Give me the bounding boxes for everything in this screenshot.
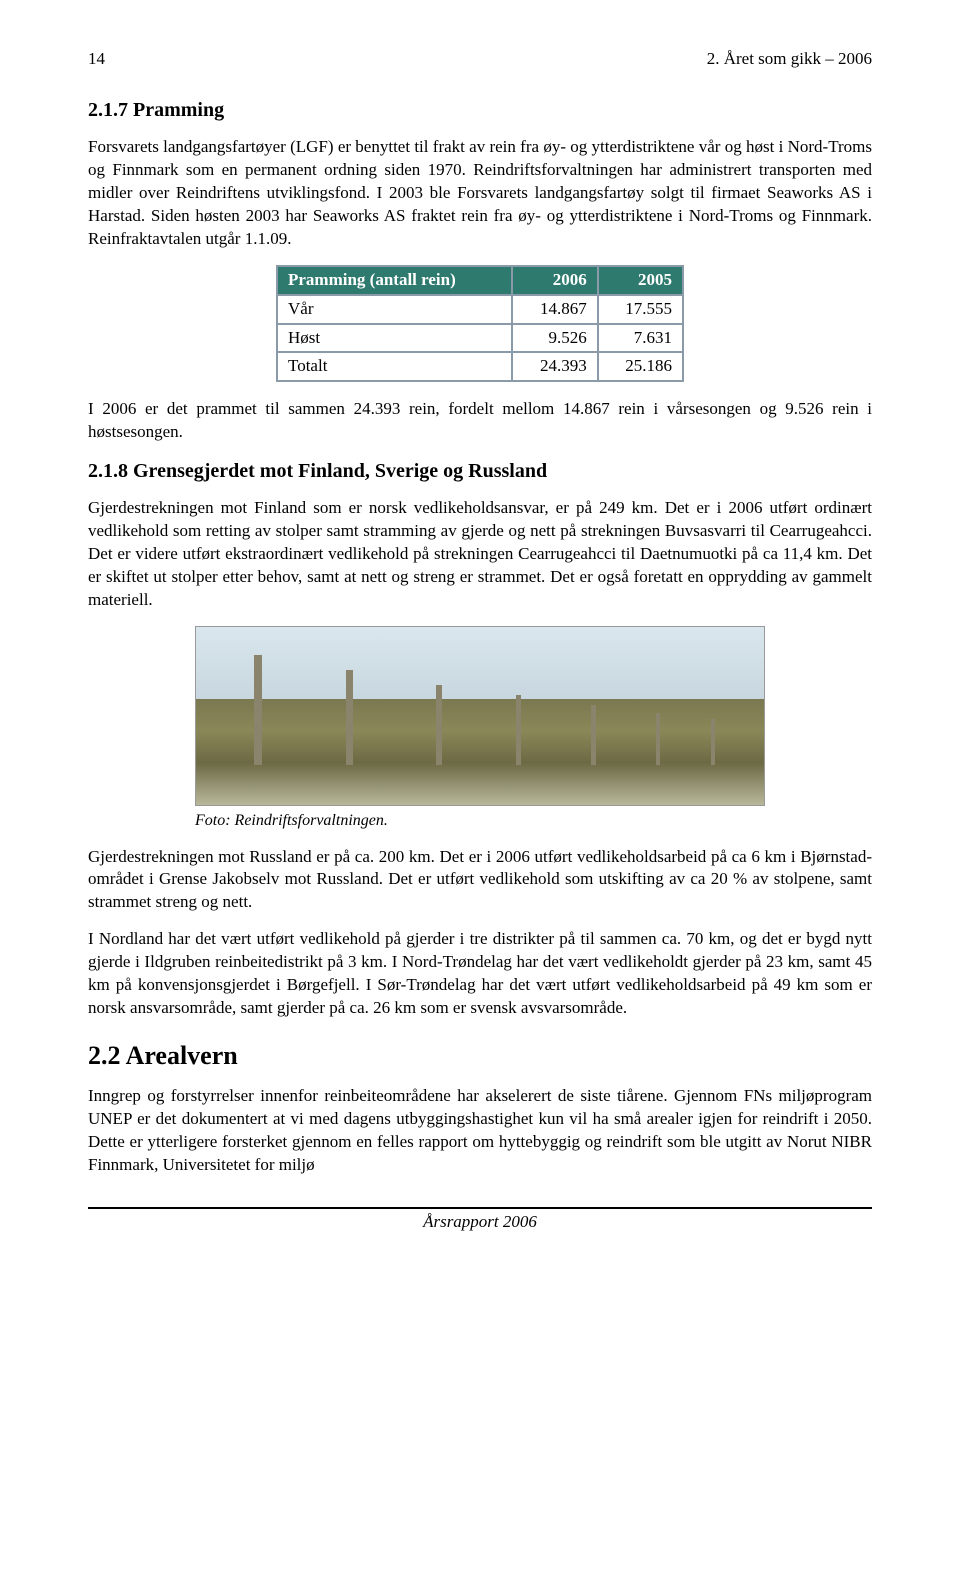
heading-2-1-8: 2.1.8 Grensegjerdet mot Finland, Sverige… xyxy=(88,458,872,485)
para-218-2: Gjerdestrekningen mot Russland er på ca.… xyxy=(88,846,872,915)
photo-caption: Foto: Reindriftsforvaltningen. xyxy=(195,810,765,832)
page-number: 14 xyxy=(88,48,105,71)
cell: 14.867 xyxy=(512,295,597,324)
cell: 24.393 xyxy=(512,352,597,381)
chapter-title: 2. Året som gikk – 2006 xyxy=(707,48,872,71)
para-218-3: I Nordland har det vært utført vedlikeho… xyxy=(88,928,872,1020)
cell: Totalt xyxy=(277,352,512,381)
pramming-table: Pramming (antall rein) 2006 2005 Vår 14.… xyxy=(276,265,684,383)
cell: Høst xyxy=(277,324,512,353)
footer-text: Årsrapport 2006 xyxy=(423,1212,537,1231)
col-2005: 2005 xyxy=(598,266,683,295)
page-header: 14 2. Året som gikk – 2006 xyxy=(88,48,872,71)
page-footer: Årsrapport 2006 xyxy=(88,1207,872,1234)
cell: 17.555 xyxy=(598,295,683,324)
cell: 7.631 xyxy=(598,324,683,353)
col-label: Pramming (antall rein) xyxy=(277,266,512,295)
cell: 9.526 xyxy=(512,324,597,353)
col-2006: 2006 xyxy=(512,266,597,295)
para-22-1: Inngrep og forstyrrelser innenfor reinbe… xyxy=(88,1085,872,1177)
table-row: Vår 14.867 17.555 xyxy=(277,295,683,324)
cell: Vår xyxy=(277,295,512,324)
cell: 25.186 xyxy=(598,352,683,381)
table-header-row: Pramming (antall rein) 2006 2005 xyxy=(277,266,683,295)
para-218-1: Gjerdestrekningen mot Finland som er nor… xyxy=(88,497,872,612)
table-row: Totalt 24.393 25.186 xyxy=(277,352,683,381)
para-217-1: Forsvarets landgangsfartøyer (LGF) er be… xyxy=(88,136,872,251)
table-row: Høst 9.526 7.631 xyxy=(277,324,683,353)
para-217-2: I 2006 er det prammet til sammen 24.393 … xyxy=(88,398,872,444)
heading-2-1-7: 2.1.7 Pramming xyxy=(88,97,872,124)
fence-photo xyxy=(195,626,765,806)
heading-2-2: 2.2 Arealvern xyxy=(88,1038,872,1073)
